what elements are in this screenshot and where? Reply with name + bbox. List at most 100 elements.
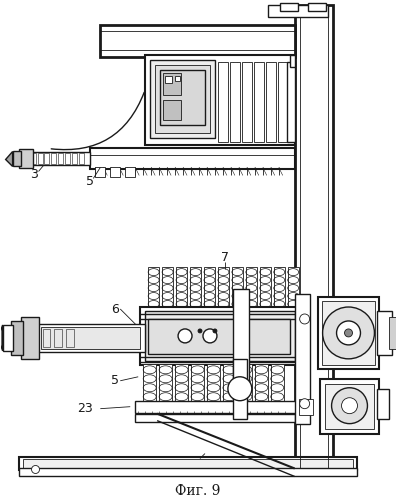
Bar: [218, 267, 229, 309]
Bar: [378, 311, 392, 355]
Bar: [162, 267, 173, 309]
Bar: [38, 152, 42, 164]
Bar: [79, 152, 85, 164]
Bar: [190, 267, 201, 309]
Bar: [29, 152, 91, 166]
Text: 5: 5: [111, 374, 119, 388]
Text: 7: 7: [221, 250, 229, 264]
Bar: [191, 364, 204, 402]
Circle shape: [337, 321, 360, 345]
Bar: [148, 319, 290, 354]
Circle shape: [300, 398, 310, 408]
Bar: [159, 364, 172, 402]
Bar: [242, 62, 252, 142]
Bar: [230, 62, 240, 142]
Bar: [274, 267, 285, 309]
Circle shape: [178, 329, 192, 343]
Bar: [266, 62, 276, 142]
Bar: [100, 25, 295, 57]
Bar: [40, 327, 140, 349]
Bar: [260, 267, 271, 309]
Circle shape: [323, 307, 374, 359]
Bar: [155, 65, 210, 132]
Bar: [125, 168, 135, 177]
Polygon shape: [1, 325, 3, 351]
Bar: [322, 301, 376, 365]
Bar: [11, 321, 23, 355]
Bar: [163, 73, 181, 94]
Bar: [19, 148, 33, 169]
Bar: [232, 267, 243, 309]
Bar: [72, 152, 77, 164]
Bar: [176, 267, 187, 309]
Bar: [254, 62, 264, 142]
Bar: [175, 76, 180, 80]
Bar: [95, 168, 105, 177]
Bar: [145, 311, 295, 361]
Bar: [35, 324, 145, 352]
Bar: [378, 388, 389, 418]
Bar: [23, 458, 353, 468]
Bar: [295, 5, 333, 471]
Bar: [204, 267, 215, 309]
Circle shape: [198, 329, 202, 333]
Bar: [19, 468, 357, 476]
Bar: [268, 5, 328, 17]
Bar: [318, 297, 380, 369]
Bar: [19, 456, 357, 470]
Bar: [145, 55, 295, 144]
Bar: [175, 364, 188, 402]
Circle shape: [331, 388, 368, 424]
Bar: [233, 359, 247, 418]
Bar: [207, 364, 220, 402]
Bar: [271, 364, 284, 402]
Text: 5: 5: [87, 175, 94, 188]
Bar: [246, 267, 257, 309]
Bar: [160, 70, 205, 124]
Bar: [218, 62, 228, 142]
Bar: [299, 398, 312, 414]
Circle shape: [345, 329, 353, 337]
Bar: [280, 3, 298, 11]
Bar: [308, 3, 326, 11]
Circle shape: [203, 329, 217, 343]
Bar: [325, 384, 374, 428]
Circle shape: [228, 377, 252, 400]
Bar: [290, 55, 295, 67]
Bar: [13, 150, 21, 166]
Circle shape: [341, 398, 357, 413]
Text: 6: 6: [111, 302, 119, 316]
Circle shape: [300, 314, 310, 324]
Bar: [140, 307, 300, 365]
Bar: [110, 168, 120, 177]
Bar: [135, 400, 300, 412]
Bar: [143, 364, 156, 402]
Bar: [44, 152, 50, 164]
Bar: [66, 329, 74, 347]
Bar: [21, 317, 39, 359]
Bar: [3, 325, 13, 351]
Bar: [42, 329, 50, 347]
Bar: [295, 294, 310, 424]
Bar: [287, 62, 295, 142]
Circle shape: [31, 466, 40, 473]
Circle shape: [213, 329, 217, 333]
Bar: [239, 364, 252, 402]
Bar: [389, 317, 396, 349]
Text: Фиг. 9: Фиг. 9: [175, 484, 221, 498]
Bar: [255, 364, 268, 402]
Bar: [31, 152, 35, 164]
Bar: [165, 76, 172, 82]
Bar: [52, 152, 56, 164]
Polygon shape: [6, 152, 13, 166]
Bar: [58, 152, 64, 164]
Bar: [54, 329, 62, 347]
Bar: [278, 62, 288, 142]
Bar: [163, 100, 181, 119]
Bar: [135, 414, 295, 422]
Text: 3: 3: [30, 168, 37, 181]
Bar: [150, 60, 215, 138]
Text: 23: 23: [77, 402, 93, 415]
Bar: [148, 267, 159, 309]
Bar: [91, 148, 295, 170]
